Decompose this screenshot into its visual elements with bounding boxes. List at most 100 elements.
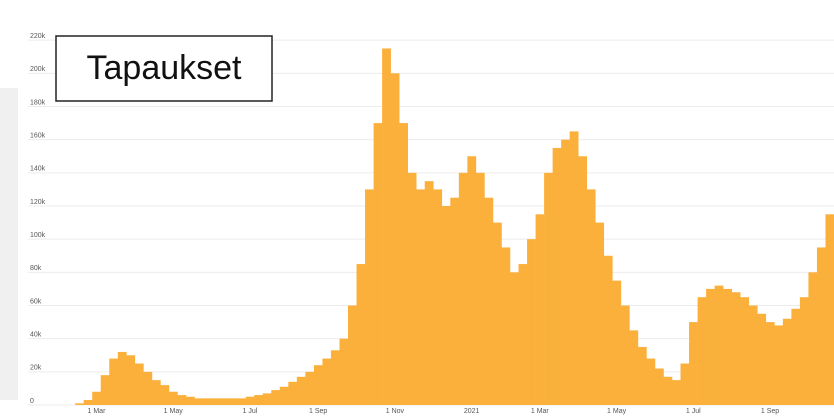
bar bbox=[75, 403, 84, 405]
x-tick-label: 2021 bbox=[464, 408, 480, 415]
title-box bbox=[55, 35, 273, 102]
bar bbox=[262, 393, 272, 405]
bar bbox=[620, 305, 630, 405]
bar bbox=[339, 338, 349, 405]
bar bbox=[160, 385, 170, 405]
bar bbox=[561, 139, 570, 405]
bar bbox=[510, 272, 519, 405]
bar bbox=[723, 288, 732, 405]
bar bbox=[757, 313, 767, 405]
bar bbox=[399, 123, 408, 405]
bar bbox=[83, 400, 93, 405]
bar bbox=[151, 380, 161, 405]
bar bbox=[458, 172, 468, 405]
bar bbox=[492, 222, 502, 405]
bar bbox=[740, 297, 750, 405]
bar bbox=[680, 363, 690, 405]
x-tick-label: 1 Mar bbox=[88, 408, 107, 415]
bar bbox=[433, 189, 443, 405]
y-tick-label: 180k bbox=[30, 99, 46, 106]
y-tick-label: 140k bbox=[30, 166, 46, 173]
bar bbox=[774, 325, 784, 405]
bar bbox=[203, 398, 212, 405]
bar bbox=[791, 308, 801, 405]
bar bbox=[484, 197, 494, 405]
bar bbox=[424, 181, 434, 405]
bar bbox=[194, 398, 204, 405]
bar bbox=[373, 123, 383, 405]
bar bbox=[501, 247, 511, 405]
bar bbox=[143, 371, 153, 405]
bar bbox=[109, 358, 119, 405]
y-tick-label: 220k bbox=[30, 33, 46, 40]
bar bbox=[237, 398, 246, 405]
bar bbox=[441, 206, 451, 405]
bar bbox=[288, 381, 298, 405]
bar bbox=[629, 330, 639, 405]
bar bbox=[799, 297, 809, 405]
bar bbox=[808, 272, 818, 405]
bar bbox=[322, 358, 332, 405]
bar bbox=[637, 346, 647, 405]
bar bbox=[186, 396, 195, 405]
bar bbox=[748, 305, 758, 405]
x-tick-label: 1 Nov bbox=[386, 408, 405, 415]
y-tick-label: 40k bbox=[30, 332, 42, 339]
bar bbox=[527, 239, 536, 405]
y-tick-label: 200k bbox=[30, 66, 46, 73]
bar bbox=[731, 292, 741, 405]
x-tick-label: 1 Jul bbox=[686, 408, 701, 415]
bar bbox=[697, 297, 707, 405]
x-tick-label: 1 Sep bbox=[761, 408, 779, 415]
labels: 0 20k 40k 60k 80k 100k 120k 140k 160k 180k 200k 220… bbox=[30, 33, 779, 415]
bar bbox=[714, 285, 724, 405]
bar bbox=[356, 264, 366, 405]
y-tick-label: 0 bbox=[30, 398, 34, 405]
bar bbox=[706, 288, 715, 405]
bar bbox=[595, 222, 605, 405]
bar bbox=[254, 395, 264, 405]
bar bbox=[211, 398, 221, 405]
x-tick-label: 1 Sep bbox=[309, 408, 327, 415]
bar bbox=[134, 363, 144, 405]
side-panel bbox=[0, 88, 18, 400]
bar bbox=[646, 358, 656, 405]
bar bbox=[271, 390, 281, 405]
bar bbox=[672, 380, 681, 405]
bar bbox=[816, 247, 826, 405]
bar bbox=[603, 255, 613, 405]
bar bbox=[765, 322, 775, 405]
bar bbox=[825, 214, 834, 405]
bar bbox=[416, 189, 426, 405]
bar bbox=[279, 386, 289, 405]
x-tick-label: 1 Jul bbox=[243, 408, 258, 415]
bar bbox=[382, 48, 391, 405]
bar bbox=[100, 375, 110, 405]
chart-title: Tapaukset bbox=[87, 49, 243, 87]
bar bbox=[518, 264, 528, 405]
bar bbox=[330, 350, 340, 405]
y-tick-label: 160k bbox=[30, 133, 46, 140]
bar bbox=[390, 73, 400, 405]
bar bbox=[313, 365, 323, 405]
bar bbox=[586, 189, 596, 405]
bar bbox=[663, 376, 673, 405]
bar bbox=[348, 305, 357, 405]
bar bbox=[544, 172, 553, 405]
bar bbox=[126, 355, 136, 405]
x-tick-label: 1 May bbox=[164, 408, 184, 415]
bar bbox=[177, 395, 187, 405]
bars bbox=[75, 48, 834, 406]
bar bbox=[220, 398, 229, 405]
bar bbox=[365, 189, 374, 405]
bar bbox=[305, 371, 315, 405]
x-tick-label: 1 Mar bbox=[531, 408, 550, 415]
y-tick-label: 60k bbox=[30, 298, 42, 305]
bar bbox=[228, 398, 238, 405]
bar bbox=[569, 131, 579, 405]
bar bbox=[654, 368, 664, 405]
bar bbox=[578, 156, 588, 405]
bar bbox=[117, 351, 127, 405]
bar bbox=[168, 391, 178, 405]
